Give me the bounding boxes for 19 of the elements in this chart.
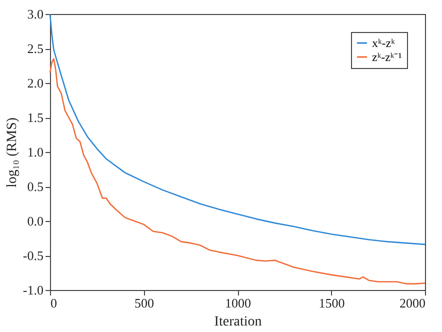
- y-tick-label: 2.0: [27, 76, 44, 90]
- y-tick-label: 1.5: [27, 110, 44, 125]
- x-axis-title: Iteration: [214, 314, 262, 330]
- y-tick-label: 3.0: [27, 6, 44, 22]
- x-tick-label: 0: [50, 296, 57, 310]
- y-tick-label: 0.5: [27, 179, 44, 194]
- x-tick-label: 500: [134, 296, 154, 310]
- x-tick-label: 1500: [318, 296, 345, 310]
- y-tick-label: -1.0: [22, 282, 44, 298]
- y-tick-label: 2.5: [27, 41, 44, 56]
- y-tick-label: 0.0: [27, 214, 44, 228]
- x-tick-label: 2000: [400, 296, 426, 310]
- y-tick-label: -0.5: [22, 248, 44, 263]
- y-axis-title: log₁₀ (RMS): [4, 117, 20, 188]
- line-series: [49, 13, 426, 246]
- x-tick-label: 1000: [225, 296, 251, 310]
- legend-label: zᵏ-zᵏ⁻¹: [372, 50, 402, 64]
- legend-label: xᵏ-zᵏ: [372, 36, 396, 50]
- y-tick-label: 1.0: [27, 144, 44, 160]
